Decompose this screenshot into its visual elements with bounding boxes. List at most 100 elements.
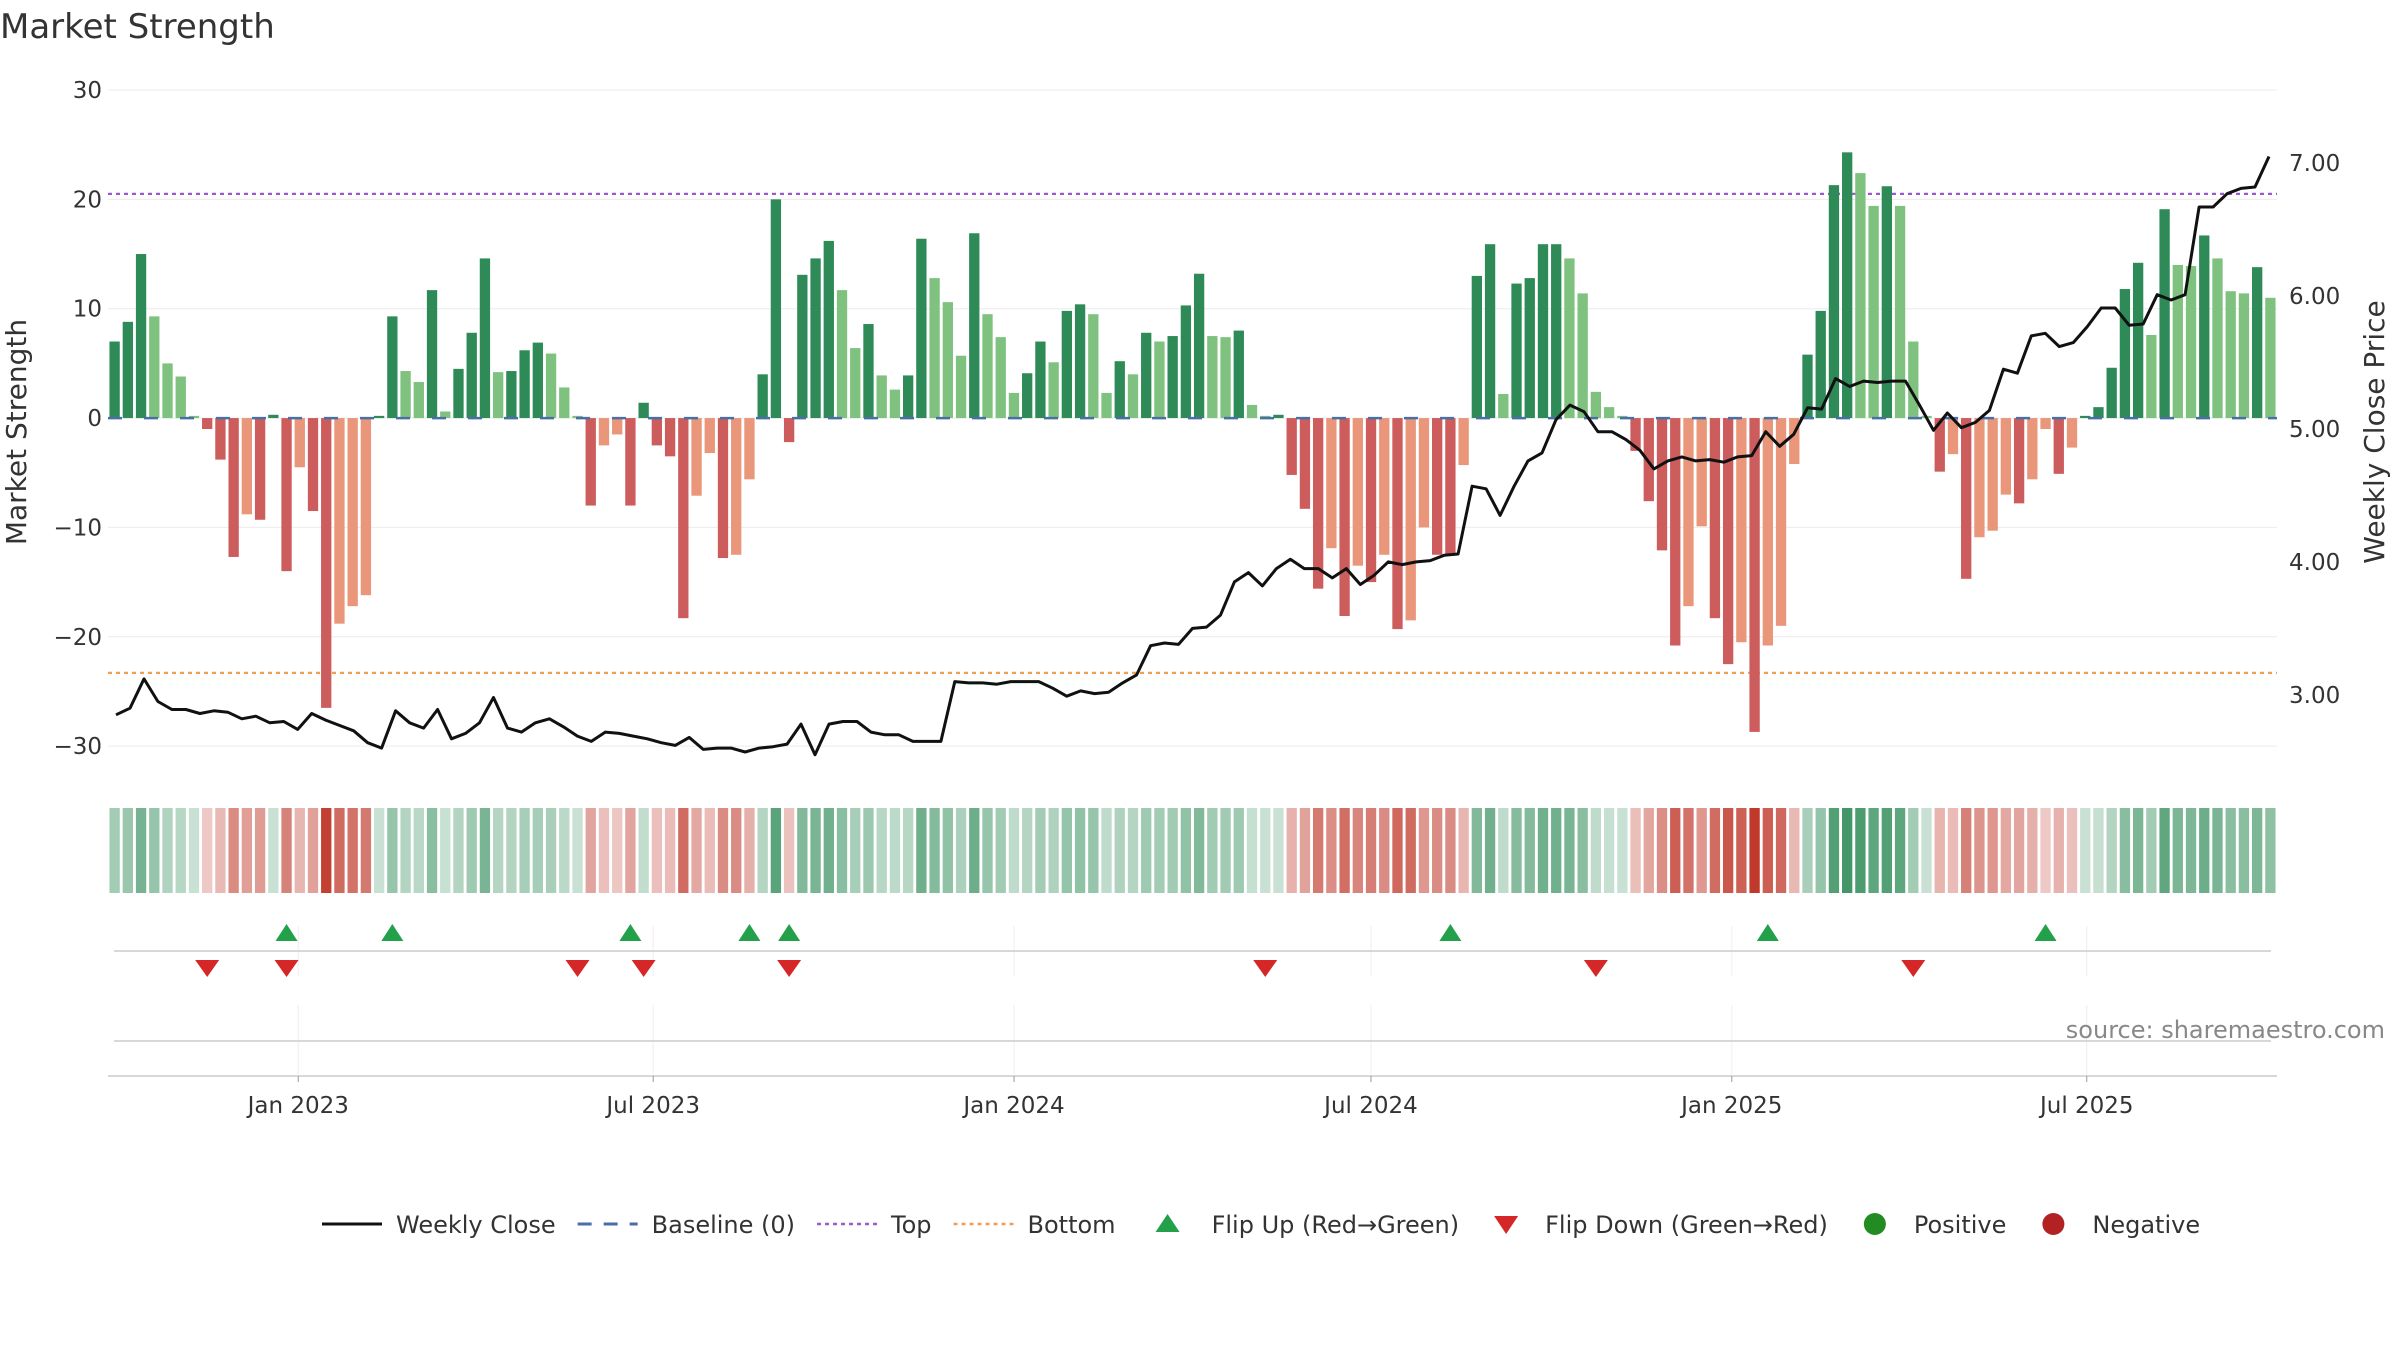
- legend-label: Negative: [2092, 1211, 2200, 1239]
- heatmap-cell: [612, 808, 623, 893]
- strength-bar: [651, 418, 663, 446]
- y2-tick-label: 3.00: [2289, 683, 2340, 709]
- heatmap-cell: [1273, 808, 1284, 893]
- heatmap-cell: [400, 808, 411, 893]
- heatmap-cell: [1974, 808, 1985, 893]
- heatmap-cell: [717, 808, 729, 893]
- heatmap-cell: [2066, 808, 2078, 893]
- flip-down-marker: [777, 960, 802, 977]
- heatmap-cell: [1260, 808, 1271, 893]
- heatmap-cell: [1947, 808, 1959, 893]
- heatmap-cell: [1603, 808, 1615, 893]
- heatmap-cell: [215, 808, 226, 893]
- heatmap-cell: [1392, 808, 1403, 893]
- strength-bar: [1127, 374, 1139, 419]
- heatmap-cell: [281, 808, 292, 893]
- strength-bar: [1842, 152, 1853, 419]
- strength-bar: [836, 290, 848, 419]
- flip-down-marker: [1901, 960, 1926, 977]
- heatmap-cell: [1537, 808, 1549, 893]
- strength-bar: [360, 418, 372, 596]
- heatmap-cell: [2093, 808, 2104, 893]
- strength-bar: [453, 368, 464, 419]
- strength-bar: [1564, 258, 1575, 419]
- heatmap-cell: [202, 808, 213, 893]
- strength-bar: [2132, 262, 2144, 419]
- strength-bar: [1789, 418, 1800, 464]
- heatmap-cell: [149, 808, 160, 893]
- strength-bar: [1894, 205, 1906, 419]
- strength-bar: [321, 418, 332, 708]
- heatmap-cell: [307, 808, 319, 893]
- strength-bar: [175, 376, 186, 419]
- heatmap-cell: [2199, 808, 2210, 893]
- legend-item: Positive: [1863, 1211, 2006, 1239]
- heatmap-cell: [1114, 808, 1125, 893]
- legend-triangle-down-icon: [1494, 1216, 1519, 1234]
- heatmap-cell: [122, 808, 133, 893]
- strength-bar: [1220, 337, 1231, 419]
- heatmap-cell: [1286, 808, 1297, 893]
- strength-bar: [1339, 418, 1350, 616]
- legend-item: Bottom: [953, 1211, 1116, 1239]
- legend-item: Negative: [2042, 1211, 2200, 1239]
- strength-bar: [202, 418, 213, 429]
- strength-bar: [1405, 418, 1416, 621]
- strength-bar: [2212, 258, 2223, 419]
- heatmap-cell: [1643, 808, 1654, 893]
- strength-bar: [1656, 418, 1668, 551]
- strength-bar: [783, 418, 795, 443]
- heatmap-cell: [466, 808, 477, 893]
- heatmap-cell: [2265, 808, 2276, 893]
- strength-bar: [1868, 205, 1879, 419]
- heatmap-cell: [2040, 808, 2051, 893]
- strength-bar: [135, 254, 147, 419]
- strength-bar: [717, 418, 729, 559]
- heatmap-cell: [942, 808, 953, 893]
- heatmap-cell: [268, 808, 279, 893]
- strength-bar: [1365, 418, 1377, 583]
- heatmap-cell: [1524, 808, 1535, 893]
- heatmap-cell: [1074, 808, 1086, 893]
- strength-bar: [373, 415, 385, 419]
- heatmap-cell: [1630, 808, 1641, 893]
- strength-bar: [1603, 407, 1615, 419]
- strength-bar: [1828, 185, 1840, 419]
- heatmap-cell: [1828, 808, 1840, 893]
- strength-bar: [2066, 418, 2078, 448]
- y-axis-label: Market Strength: [0, 319, 33, 545]
- heatmap-cell: [1722, 808, 1734, 893]
- heatmap-cell: [2252, 808, 2263, 893]
- heatmap-cell: [1855, 808, 1866, 893]
- strength-bar: [2040, 418, 2051, 429]
- heatmap-cell: [1432, 808, 1443, 893]
- flip-up-marker: [2034, 924, 2057, 941]
- heatmap-cell: [1299, 808, 1311, 893]
- flip-up-marker: [1756, 924, 1779, 941]
- strength-bar: [2000, 418, 2012, 495]
- heatmap-cell: [704, 808, 715, 893]
- heatmap-cell: [188, 808, 200, 893]
- legend-label: Flip Up (Red→Green): [1212, 1211, 1460, 1239]
- flip-down-marker: [565, 960, 590, 977]
- y2-tick-label: 4.00: [2289, 550, 2340, 576]
- heatmap-cell: [1868, 808, 1879, 893]
- strength-bar: [916, 238, 927, 419]
- heatmap-cell: [1498, 808, 1509, 893]
- heatmap-cell: [2172, 808, 2183, 893]
- heatmap-cell: [1815, 808, 1826, 893]
- strength-bar: [1762, 418, 1773, 646]
- strength-bar: [532, 342, 543, 419]
- heatmap-cell: [1339, 808, 1350, 893]
- flip-down-marker: [1253, 960, 1278, 977]
- flip-up-marker: [738, 924, 761, 941]
- strength-bar: [2080, 415, 2091, 419]
- y-tick-label: −30: [53, 734, 102, 760]
- heatmap-cell: [545, 808, 557, 893]
- heatmap-cell: [241, 808, 253, 893]
- heatmap-cell: [797, 808, 808, 893]
- y2-tick-label: 7.00: [2289, 151, 2340, 177]
- chart-title: Market Strength: [0, 7, 275, 47]
- strength-bar: [1524, 278, 1535, 419]
- heatmap-cell: [823, 808, 834, 893]
